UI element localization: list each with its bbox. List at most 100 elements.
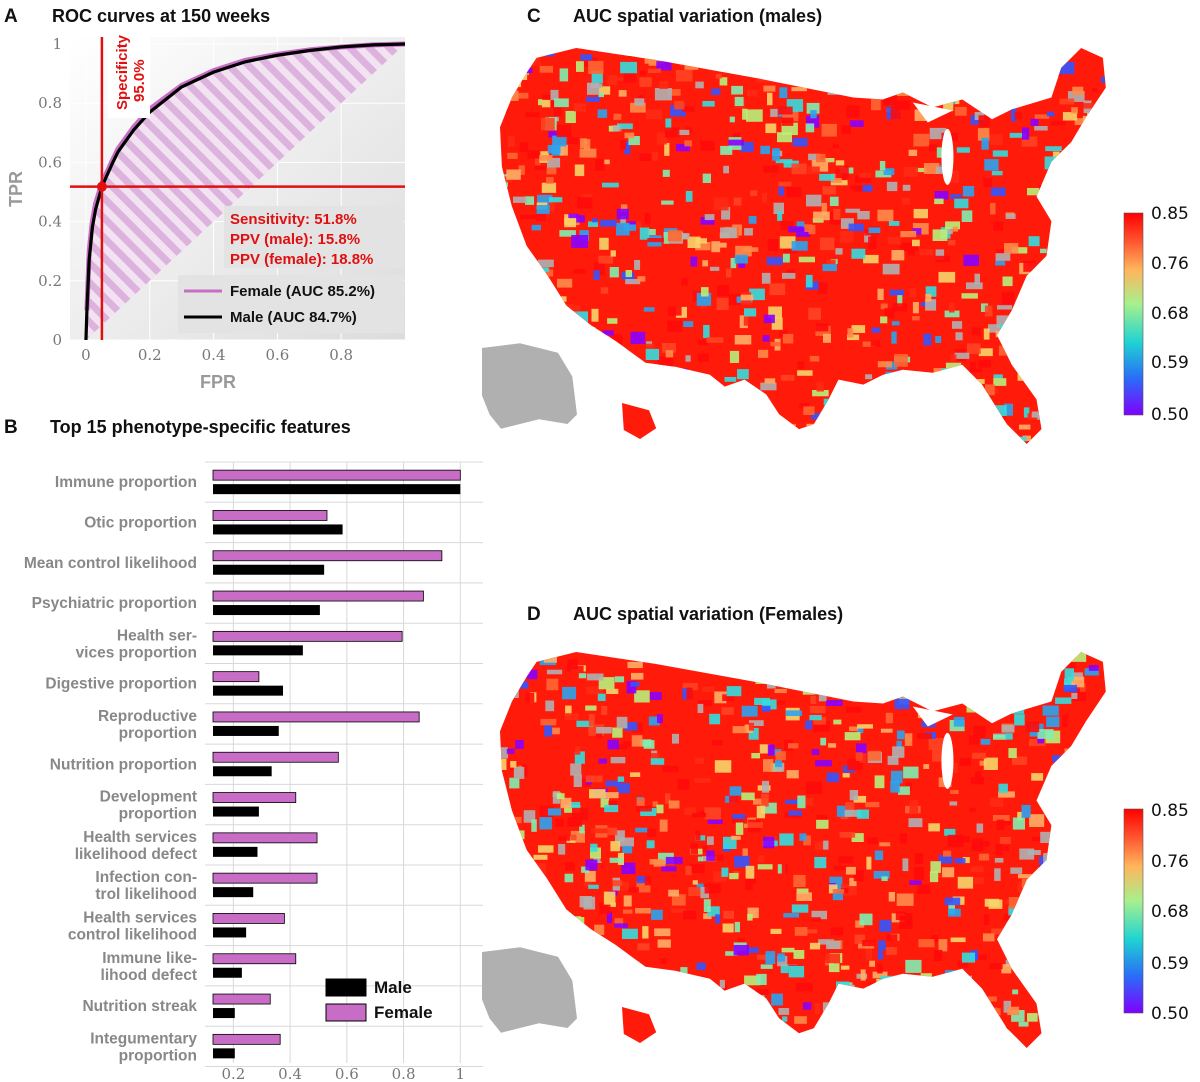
county-patch [905,959,922,973]
county-patch [1046,361,1061,367]
county-patch [1004,670,1014,682]
county-patch [1072,672,1083,681]
county-patch [995,260,1006,266]
county-patch [977,1035,992,1044]
county-patch [666,995,682,1006]
roc-line-male [84,42,406,341]
county-patch [709,713,721,725]
county-patch [980,738,991,745]
county-patch [500,758,507,770]
county-patch [565,354,577,362]
county-patch [527,150,541,159]
county-patch [1047,345,1059,357]
county-patch [1077,892,1089,905]
county-patch [743,313,749,326]
county-patch [520,283,530,289]
county-patch [621,433,627,444]
bar-male [213,927,247,938]
county-patch [521,260,533,266]
county-patch [967,343,981,354]
county-patch [845,1023,859,1030]
county-patch [1008,897,1025,909]
county-patch [702,845,708,852]
county-patch [644,212,651,224]
county-patch [518,333,527,342]
county-patch [953,716,965,727]
county-patch [761,705,771,712]
county-patch [969,50,983,62]
county-patch [869,1038,876,1044]
county-patch [509,857,523,870]
county-patch [512,874,529,881]
county-patch [850,1014,865,1023]
county-patch [944,397,957,410]
county-patch [816,819,829,829]
county-patch [1035,92,1042,98]
county-patch [781,117,794,126]
county-patch [897,53,904,62]
county-patch [1035,93,1043,101]
county-patch [722,999,734,1007]
county-patch [1080,323,1096,334]
county-patch [821,202,828,216]
county-patch [515,740,524,749]
county-patch [668,1033,683,1038]
county-patch [1041,378,1050,388]
county-patch [959,994,966,1003]
county-patch [1065,656,1076,669]
county-patch [582,991,600,998]
county-patch [684,58,700,64]
county-patch [943,100,954,112]
county-patch [961,952,976,963]
county-patch [842,773,850,778]
county-patch [547,157,561,168]
county-patch [840,965,850,970]
county-patch [661,200,674,205]
county-patch [874,420,886,428]
county-patch [744,308,757,317]
county-patch [508,866,519,877]
county-patch [692,880,698,885]
county-patch [716,55,730,65]
county-patch [1090,199,1105,211]
county-patch [665,793,671,804]
county-patch [806,115,820,128]
county-patch [809,355,820,362]
county-patch [636,881,651,893]
county-patch [1012,817,1025,830]
roc-legend [178,275,404,333]
county-patch [547,808,562,816]
county-patch [886,1013,900,1020]
county-patch [622,928,638,939]
county-patch [880,316,888,324]
county-patch [1028,739,1046,747]
county-patch [871,98,881,111]
county-patch [925,299,937,311]
county-patch [892,746,905,758]
panel-c: C AUC spatial variation (males) 0.85 0.7… [482,6,1189,444]
county-patch [878,940,886,951]
county-patch [743,989,750,1002]
county-patch [1090,862,1106,873]
county-patch [596,729,603,739]
county-patch [1021,804,1031,818]
county-patch [703,913,712,920]
county-patch [758,349,769,358]
county-patch [728,55,737,67]
feature-label: Health ser- [117,627,197,644]
county-patch [936,147,946,158]
county-patch [636,221,642,229]
county-patch [925,54,935,61]
county-patch [1060,233,1070,239]
county-patch [941,368,952,376]
county-patch [932,748,945,762]
county-patch [806,425,822,432]
county-patch [1078,204,1090,209]
county-patch [995,1008,1001,1016]
county-patch [944,310,960,318]
county-patch [865,374,873,380]
county-patch [835,165,849,178]
county-patch [1046,787,1055,793]
county-patch [977,954,987,961]
county-patch [585,438,596,444]
